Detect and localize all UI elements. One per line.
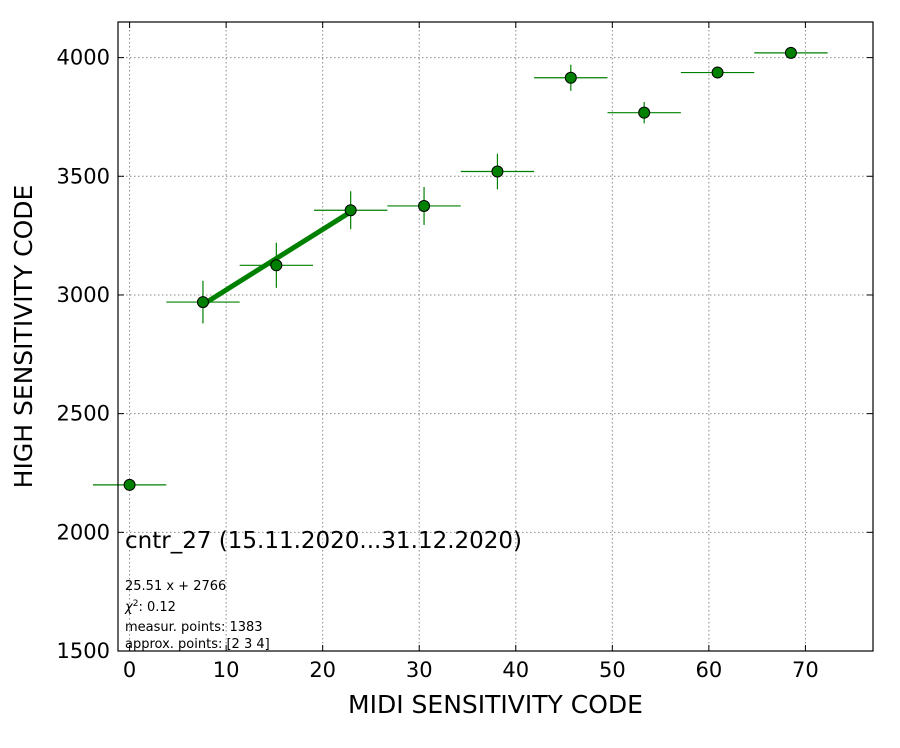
- y-tick-label: 1500: [57, 639, 110, 663]
- data-point: [92, 478, 167, 491]
- data-point: [460, 153, 535, 190]
- point-marker: [564, 71, 577, 84]
- y-tick-label: 4000: [57, 46, 110, 70]
- x-tick-label: 20: [309, 658, 336, 682]
- axis-ticks: 0 10 20 30 40 50 60 70 1500 2000 2500 3000 3500 4000: [57, 22, 873, 682]
- plot-frame: [117, 21, 874, 652]
- data-point: [313, 191, 388, 230]
- data-point: [387, 186, 461, 225]
- x-tick-label: 30: [406, 658, 433, 682]
- point-marker: [123, 478, 136, 491]
- point-marker: [196, 296, 209, 309]
- annotation-approx-points: approx. points: [2 3 4]: [125, 637, 270, 652]
- point-marker: [784, 46, 797, 59]
- chi2-symbol: χ: [124, 600, 134, 615]
- data-point: [166, 280, 240, 324]
- chi2-value: : 0.12: [138, 600, 175, 615]
- annotation-fit-equation: 25.51 x + 2766: [125, 579, 226, 594]
- data-point: [754, 46, 828, 59]
- x-tick-label: 50: [599, 658, 626, 682]
- y-tick-label: 2500: [57, 402, 110, 426]
- annotation-measur-points: measur. points: 1383: [125, 620, 263, 635]
- point-marker: [344, 204, 357, 217]
- y-tick-label: 3000: [57, 283, 110, 307]
- y-tick-label: 2000: [57, 520, 110, 544]
- x-tick-label: 40: [502, 658, 529, 682]
- grid-lines: [118, 22, 873, 651]
- y-axis-label: HIGH SENSITIVITY CODE: [9, 185, 38, 489]
- x-axis-label: MIDI SENSITIVITY CODE: [348, 690, 643, 719]
- data-point: [680, 66, 755, 79]
- x-tick-label: 60: [696, 658, 723, 682]
- data-point: [239, 242, 314, 288]
- x-tick-label: 10: [213, 658, 240, 682]
- x-tick-label: 70: [792, 658, 819, 682]
- data-point: [607, 101, 681, 124]
- annotation-chi2: χ2: 0.12: [124, 599, 176, 615]
- point-marker: [638, 106, 651, 119]
- annotation-title: cntr_27 (15.11.2020...31.12.2020): [125, 528, 522, 554]
- data-point: [534, 64, 608, 91]
- x-tick-label: 0: [123, 658, 136, 682]
- point-marker: [270, 259, 283, 272]
- point-marker: [491, 165, 504, 178]
- point-marker: [711, 66, 724, 79]
- point-marker: [418, 199, 431, 212]
- data-points: [92, 46, 828, 491]
- y-tick-label: 3500: [57, 164, 110, 188]
- chi2-superscript: 2: [133, 599, 139, 609]
